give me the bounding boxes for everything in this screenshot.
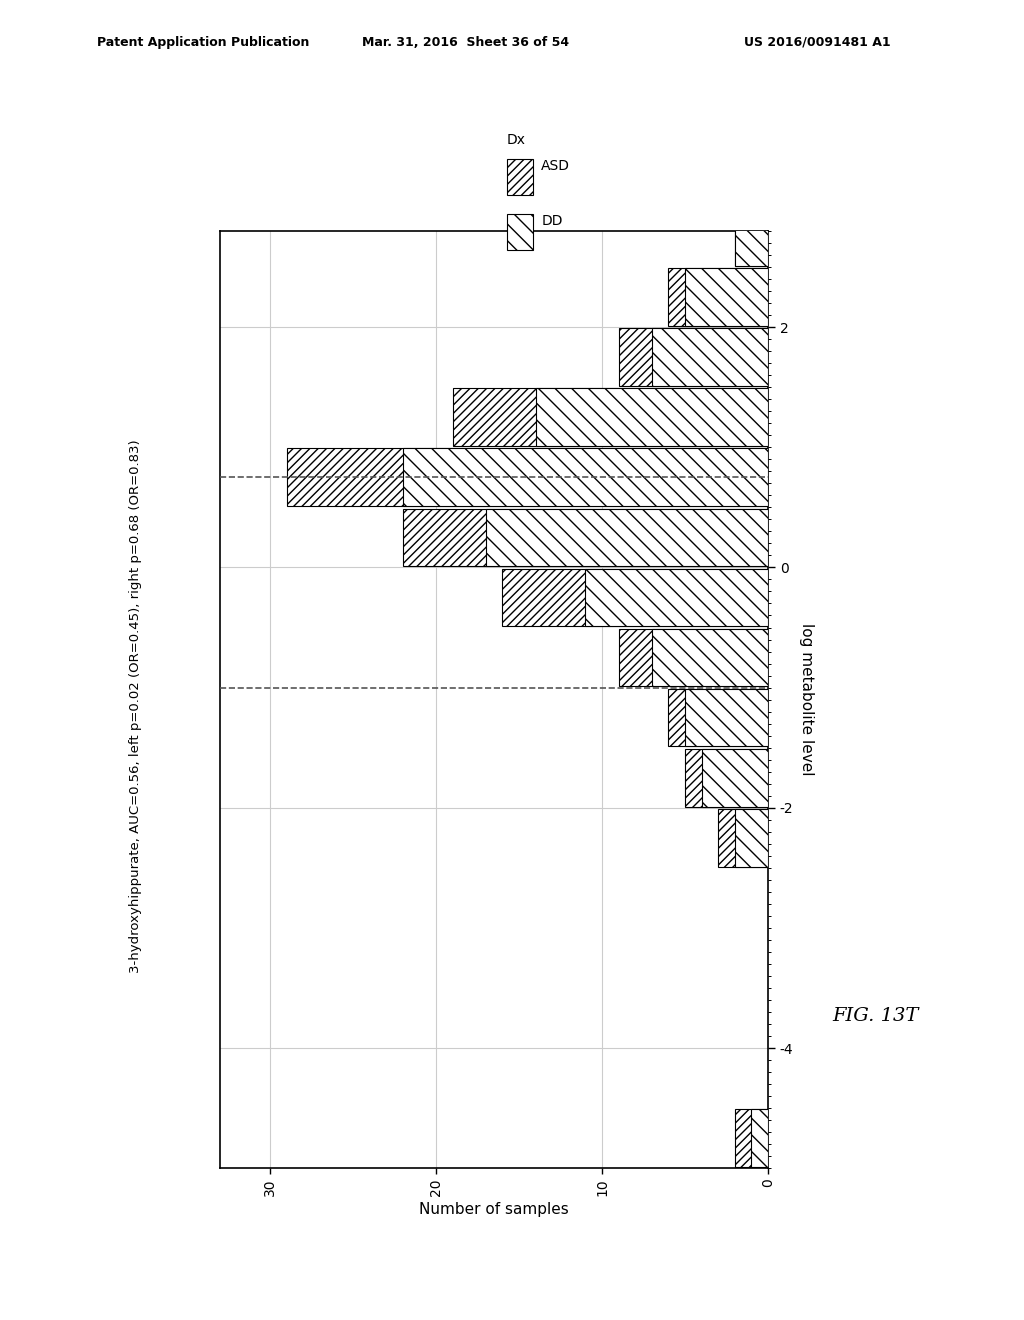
Bar — [503, 569, 768, 626]
Bar — [402, 449, 768, 506]
Text: ASD: ASD — [542, 160, 570, 173]
Bar — [618, 329, 768, 385]
Bar — [735, 209, 768, 265]
Bar — [701, 748, 768, 807]
X-axis label: Number of samples: Number of samples — [419, 1201, 569, 1217]
Bar — [685, 689, 768, 746]
Bar — [618, 628, 768, 686]
Y-axis label: log metabolite level: log metabolite level — [800, 623, 814, 776]
Text: 3-hydroxyhippurate, AUC=0.56, left p=0.02 (OR=0.45), right p=0.68 (OR=0.83): 3-hydroxyhippurate, AUC=0.56, left p=0.0… — [129, 440, 141, 973]
Bar — [735, 1109, 768, 1167]
Bar — [652, 628, 768, 686]
Bar — [669, 268, 768, 326]
Bar — [685, 268, 768, 326]
Text: US 2016/0091481 A1: US 2016/0091481 A1 — [744, 36, 891, 49]
Bar — [735, 209, 768, 265]
Bar — [507, 214, 532, 249]
Bar — [402, 508, 768, 566]
Text: Dx: Dx — [507, 133, 526, 148]
Bar — [507, 160, 532, 195]
Bar — [485, 508, 768, 566]
Bar — [669, 689, 768, 746]
Bar — [453, 388, 768, 446]
Text: DD: DD — [542, 214, 563, 228]
Text: Mar. 31, 2016  Sheet 36 of 54: Mar. 31, 2016 Sheet 36 of 54 — [362, 36, 569, 49]
Bar — [652, 329, 768, 385]
Bar — [536, 388, 768, 446]
Bar — [735, 809, 768, 867]
Bar — [752, 1109, 768, 1167]
Bar — [685, 748, 768, 807]
Text: FIG. 13T: FIG. 13T — [833, 1007, 919, 1026]
Bar — [586, 569, 768, 626]
Text: Patent Application Publication: Patent Application Publication — [97, 36, 309, 49]
Bar — [287, 449, 768, 506]
Bar — [718, 809, 768, 867]
